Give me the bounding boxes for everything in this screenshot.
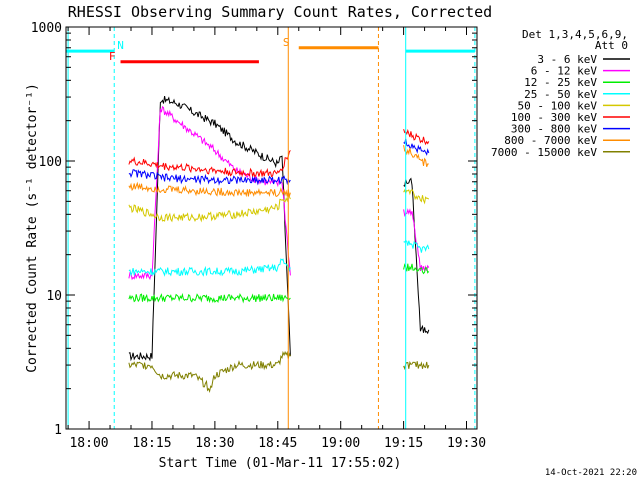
series-line-7000-15000-keV [128,350,291,394]
marker-label-n: N [117,39,124,52]
series-line-800-7000-keV-second [403,145,429,167]
y-tick-label: 1000 [31,21,62,36]
legend-entry-label: 7000 - 15000 keV [491,146,597,159]
y-axis-label: Corrected Count Rate (s⁻¹ detector⁻¹) [25,83,40,373]
chart-title: RHESSI Observing Summary Count Rates, Co… [68,3,492,21]
plot-frame [65,26,478,430]
x-tick-label: 19:00 [321,436,360,451]
axis-layer: 18:00 18:15 18:30 18:45 19:00 19:15 19:30 1 10 10… [31,21,486,451]
x-tick-label: 18:15 [132,436,171,451]
footer-date: 14-Oct-2021 22:20 [545,468,637,478]
series-line-3-6-keV [128,96,291,362]
series-line-100-300-keV [128,150,291,178]
series-line-3-6-keV-second [403,177,430,335]
x-tick-label: 19:30 [447,436,486,451]
legend-entry-label: 800 - 7000 keV [504,134,597,147]
legend-entry-label: 6 - 12 keV [531,65,598,78]
series-line-50-100-keV-second [403,188,430,205]
series-line-300-800-keV-second [403,138,430,156]
marker-layer: NF S [66,27,476,429]
y-tick-label: 1 [54,423,62,438]
series-line-100-300-keV-second [403,128,430,146]
x-tick-label: 18:00 [69,436,108,451]
legend-entry-label: 25 - 50 keV [524,88,597,101]
legend-entry-label: 50 - 100 keV [518,99,598,112]
y-tick-label: 100 [39,155,62,170]
series-line-25-50-keV-second [403,240,430,253]
legend-header: Det 1,3,4,5,6,9, [522,28,628,41]
series-line-300-800-keV [128,169,291,186]
x-tick-label: 18:30 [195,436,234,451]
series-line-12-25-keV-second [403,263,430,275]
marker-label-f: F [109,50,116,63]
x-tick-label: 19:15 [384,436,423,451]
series-line-7000-15000-keV-second [403,360,430,371]
series-line-25-50-keV [128,258,291,277]
marker-label-s: S [283,36,290,49]
legend-entry-label: 300 - 800 keV [511,123,597,136]
legend-header: Att 0 [595,39,628,52]
series-line-12-25-keV [128,292,291,304]
legend-entry-label: 100 - 300 keV [511,111,597,124]
data-layer [128,96,430,394]
y-tick-label: 10 [46,289,62,304]
x-axis-label: Start Time (01-Mar-11 17:55:02) [159,456,402,471]
series-line-800-7000-keV [128,181,291,198]
series-line-50-100-keV [128,194,291,223]
legend-entry-label: 12 - 25 keV [524,76,597,89]
x-tick-label: 18:45 [258,436,297,451]
legend-entry-label: 3 - 6 keV [537,53,597,66]
